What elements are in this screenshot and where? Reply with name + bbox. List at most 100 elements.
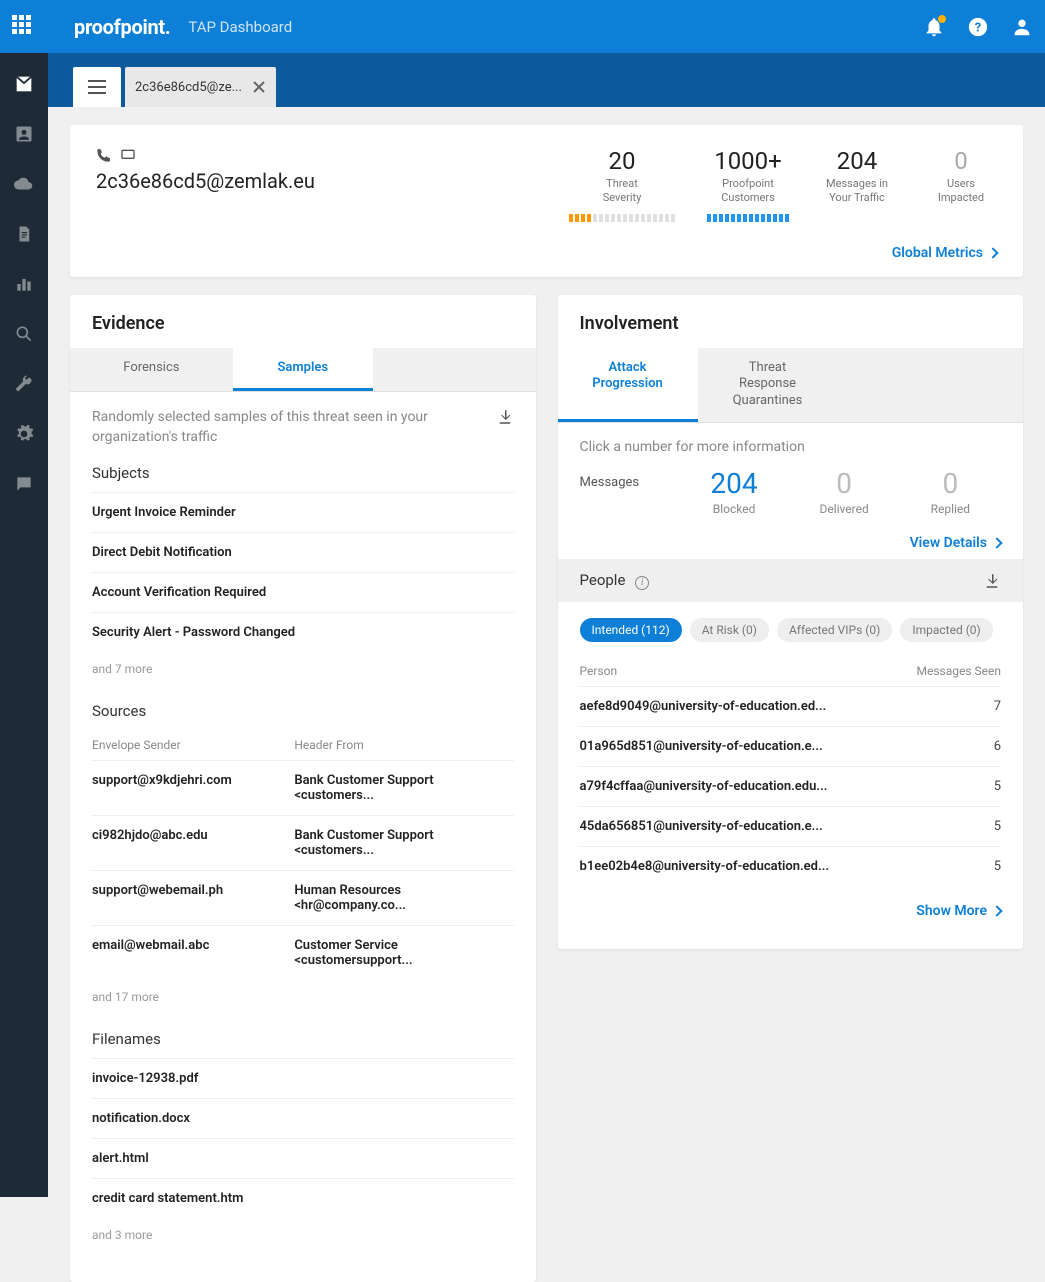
metric-bar [707,214,789,222]
stat-delivered[interactable]: 0 Delivered [819,467,868,516]
notifications-icon[interactable] [923,16,945,38]
download-icon[interactable] [496,408,514,426]
samples-description: Randomly selected samples of this threat… [92,408,452,447]
subject-row[interactable]: Direct Debit Notification [92,532,514,572]
person-row[interactable]: 45da656851@university-of-education.e... 5 [580,806,1002,846]
involvement-hint: Click a number for more information [580,439,1002,455]
sidebar [0,53,48,1197]
tab-bar: 2c36e86cd5@ze... [0,53,1045,107]
info-icon[interactable]: i [635,576,649,590]
sources-more[interactable]: and 17 more [92,980,514,1022]
help-icon[interactable]: ? [967,16,989,38]
filename-row[interactable]: invoice-12938.pdf [92,1058,514,1098]
tab-threat-response-quarantines[interactable]: ThreatResponse Quarantines [698,348,838,423]
header-from: Bank Customer Support <customers... [294,773,513,803]
chat-icon[interactable] [13,473,35,495]
stat-value: 204 [710,467,757,500]
chart-icon[interactable] [13,273,35,295]
mail-icon[interactable] [13,73,35,95]
show-more-link[interactable]: Show More [916,903,1001,919]
tab-samples[interactable]: Samples [233,348,373,392]
filename-row[interactable]: credit card statement.htm [92,1178,514,1218]
metric-value: 204 [821,147,893,175]
envelope-sender: email@webmail.abc [92,938,294,968]
person-row[interactable]: a79f4cffaa@university-of-education.edu..… [580,766,1002,806]
tab-list-button[interactable] [73,67,121,107]
subject-row[interactable]: Security Alert - Password Changed [92,612,514,652]
hero-card: 2c36e86cd5@zemlak.eu 20ThreatSeverity100… [70,125,1023,277]
messages-seen: 5 [994,819,1001,834]
chevron-right-icon [991,905,1002,916]
source-row[interactable]: ci982hjdo@abc.eduBank Customer Support <… [92,815,514,870]
messages-seen: 5 [994,859,1001,874]
message-icon [120,147,136,163]
subject-row[interactable]: Account Verification Required [92,572,514,612]
threat-email: 2c36e86cd5@zemlak.eu [96,169,315,193]
search-icon[interactable] [13,323,35,345]
download-icon[interactable] [983,572,1001,590]
chevron-right-icon [987,247,998,258]
source-row[interactable]: email@webmail.abcCustomer Service <custo… [92,925,514,980]
phone-icon [96,147,112,163]
gear-icon[interactable] [13,423,35,445]
link-label: Show More [916,903,987,919]
content-area: 2c36e86cd5@zemlak.eu 20ThreatSeverity100… [48,107,1045,1197]
metric-label: Messages inYour Traffic [821,177,893,206]
tab-attack-progression[interactable]: AttackProgression [558,348,698,423]
person-email: aefe8d9049@university-of-education.ed... [580,699,827,714]
person-email: 01a965d851@university-of-education.e... [580,739,823,754]
person-email: 45da656851@university-of-education.e... [580,819,823,834]
source-row[interactable]: support@x9kdjehri.comBank Customer Suppo… [92,760,514,815]
view-details-link[interactable]: View Details [910,535,1001,551]
metric: 0UsersImpacted [925,147,997,222]
stat-blocked[interactable]: 204 Blocked [710,467,757,516]
person-row[interactable]: aefe8d9049@university-of-education.ed...… [580,686,1002,726]
chip-intended[interactable]: Intended (112) [580,618,682,642]
evidence-panel: Evidence ForensicsSamples Randomly selec… [70,295,536,1282]
document-icon[interactable] [13,223,35,245]
stat-label: Blocked [710,502,757,516]
subjects-more[interactable]: and 7 more [92,652,514,694]
chevron-right-icon [991,538,1002,549]
stat-label: Replied [931,502,970,516]
person-row[interactable]: b1ee02b4e8@university-of-education.ed...… [580,846,1002,886]
link-label: Global Metrics [892,245,983,261]
metric-label: ProofpointCustomers [707,177,789,206]
wrench-icon[interactable] [13,373,35,395]
close-icon[interactable] [252,80,266,94]
metric-value: 1000+ [707,147,789,175]
chip-affected[interactable]: Affected VIPs (0) [777,618,892,642]
filename-row[interactable]: notification.docx [92,1098,514,1138]
stat-replied[interactable]: 0Replied [931,467,970,516]
col-envelope-sender: Envelope Sender [92,738,294,752]
metric-value: 0 [925,147,997,175]
brand-logo: proofpoint. [74,15,170,39]
stat-value: 0 [819,467,868,500]
person-row[interactable]: 01a965d851@university-of-education.e...6 [580,726,1002,766]
messages-label: Messages [580,467,680,490]
contact-icon[interactable] [13,123,35,145]
user-icon[interactable] [1011,16,1033,38]
metric-label: ThreatSeverity [569,177,675,206]
metric: 1000+ProofpointCustomers [707,147,789,222]
chip-at[interactable]: At Risk (0) [690,618,769,642]
header-from: Customer Service <customersupport... [294,938,513,968]
chip-impacted[interactable]: Impacted (0) [900,618,992,642]
source-row[interactable]: support@webemail.phHuman Resources <hr@c… [92,870,514,925]
envelope-sender: ci982hjdo@abc.edu [92,828,294,858]
filename-row[interactable]: alert.html [92,1138,514,1178]
tab-threat[interactable]: 2c36e86cd5@ze... [125,67,276,107]
apps-grid-icon[interactable] [12,15,36,39]
cloud-icon[interactable] [13,173,35,195]
stat-label: Delivered [819,502,868,516]
global-metrics-link[interactable]: Global Metrics [892,245,997,261]
subject-row[interactable]: Urgent Invoice Reminder [92,492,514,532]
svg-text:?: ? [975,20,981,35]
tab-forensics[interactable]: Forensics [70,348,233,392]
messages-seen: 7 [994,699,1001,714]
top-bar: proofpoint. TAP Dashboard ? [0,0,1045,53]
header-from: Bank Customer Support <customers... [294,828,513,858]
tab-label: 2c36e86cd5@ze... [135,80,242,95]
filenames-more[interactable]: and 3 more [92,1218,514,1260]
involvement-title: Involvement [558,295,1024,348]
